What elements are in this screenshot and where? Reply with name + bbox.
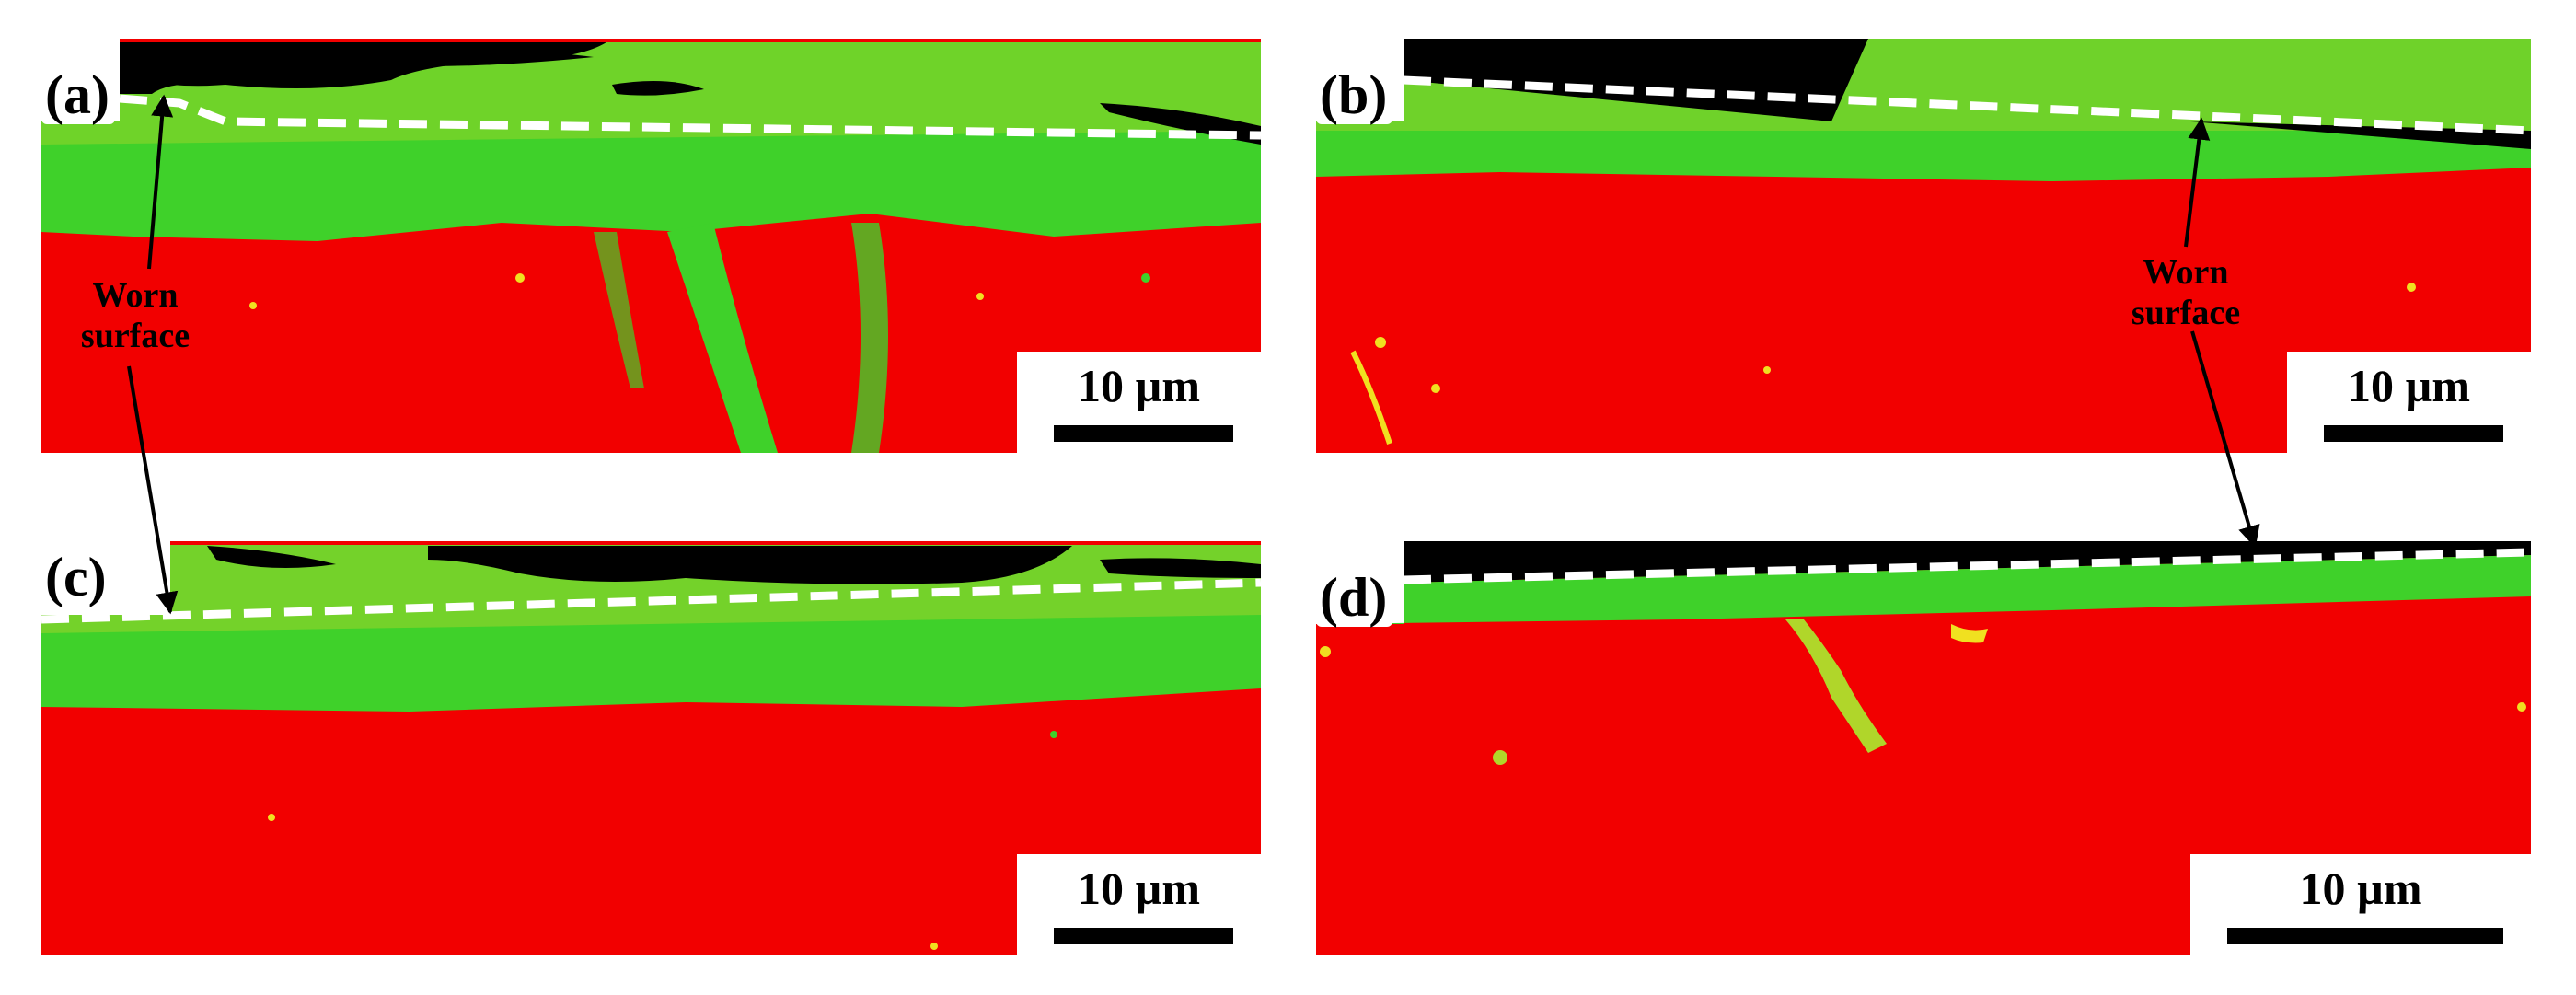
worn-surface-left-line1: Worn [92, 276, 179, 315]
scale-bar-line-c [1054, 928, 1233, 944]
scale-bar-c: 10 µm [1017, 854, 1261, 955]
panel-label-b: (b) [1316, 66, 1393, 124]
scale-bar-line-b [2324, 425, 2503, 442]
phase-map-a [41, 39, 1261, 453]
scale-label-a: 10 µm [1078, 360, 1200, 411]
worn-surface-label-left: Worn surface [57, 276, 214, 356]
worn-surface-label-right: Worn surface [2103, 253, 2269, 333]
worn-surface-right-line1: Worn [2143, 253, 2229, 292]
worn-surface-right-line2: surface [2131, 293, 2241, 332]
panel-label-a: (a) [41, 66, 115, 124]
phase-map-b [1316, 39, 2531, 445]
scale-label-b: 10 µm [2348, 360, 2470, 411]
scale-label-d: 10 µm [2299, 862, 2422, 914]
scale-bar-d: 10 µm [2190, 854, 2531, 955]
panel-label-d: (d) [1316, 569, 1393, 627]
ebsd-map-panel-a: (a) 10 µm [41, 39, 1261, 453]
ebsd-map-panel-c: (c) 10 µm [41, 541, 1261, 955]
scale-bar-a: 10 µm [1017, 352, 1261, 453]
scale-bar-line-a [1054, 425, 1233, 442]
phase-map-c [41, 541, 1261, 950]
ebsd-map-panel-d: (d) 10 µm [1316, 541, 2531, 955]
panel-label-c: (c) [41, 549, 112, 607]
scale-bar-line-d [2227, 928, 2503, 944]
worn-surface-left-line2: surface [80, 316, 191, 355]
scale-bar-b: 10 µm [2287, 352, 2531, 453]
ebsd-map-panel-b: (b) 10 µm [1316, 39, 2531, 453]
scale-label-c: 10 µm [1078, 862, 1200, 914]
